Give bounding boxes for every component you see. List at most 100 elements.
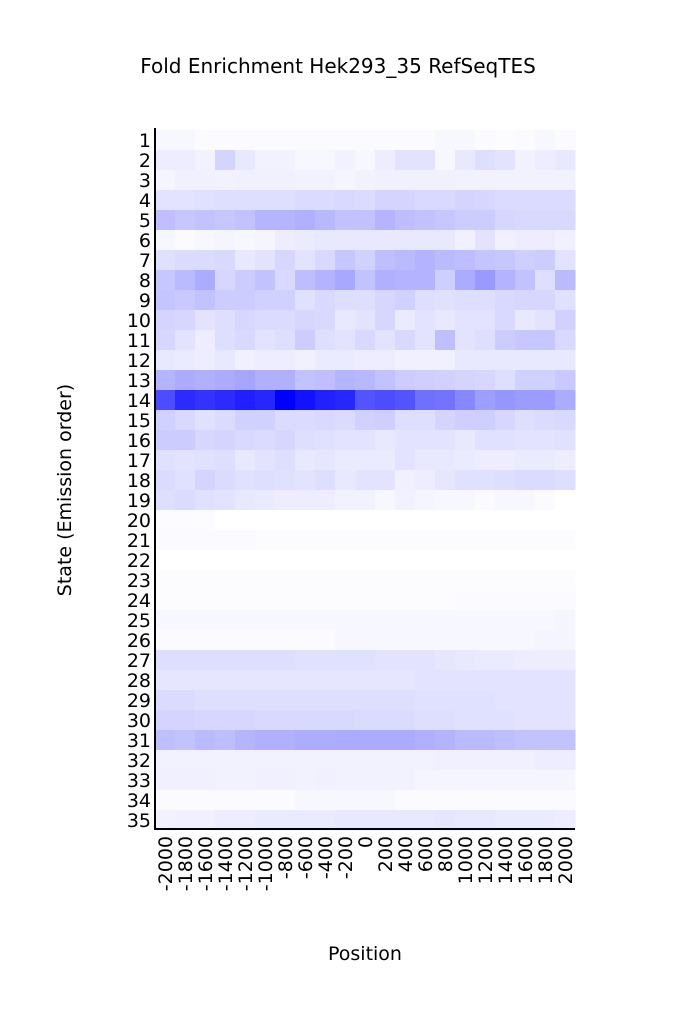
heatmap-cell (555, 370, 576, 391)
heatmap-cell (435, 350, 456, 371)
heatmap-cell (215, 370, 236, 391)
heatmap-cell (515, 750, 536, 771)
y-tick-label: 17 (127, 450, 151, 472)
heatmap-cell (175, 310, 196, 331)
heatmap-cell (515, 650, 536, 671)
heatmap-cell (155, 630, 176, 651)
heatmap-cell (155, 810, 176, 831)
heatmap-cell (295, 410, 316, 431)
heatmap-cell (555, 450, 576, 471)
heatmap-cell (315, 350, 336, 371)
y-tick-label: 21 (127, 530, 151, 552)
heatmap-cell (215, 210, 236, 231)
heatmap-cell (535, 730, 556, 751)
heatmap-cell (435, 390, 456, 411)
heatmap-cell (535, 670, 556, 691)
heatmap-cell (335, 610, 356, 631)
heatmap-cell (395, 590, 416, 611)
heatmap-cell (275, 750, 296, 771)
heatmap-cell (215, 670, 236, 691)
heatmap-cell (455, 330, 476, 351)
y-tick-label: 33 (127, 770, 151, 792)
heatmap-cell (315, 490, 336, 511)
heatmap-cell (215, 590, 236, 611)
heatmap-cell (315, 570, 336, 591)
heatmap-cell (215, 350, 236, 371)
heatmap-cell (375, 210, 396, 231)
heatmap-cell (235, 270, 256, 291)
heatmap-cell (175, 650, 196, 671)
heatmap-cell (355, 150, 376, 171)
heatmap-cell (475, 210, 496, 231)
y-tick-label: 22 (127, 550, 151, 572)
heatmap-cell (355, 190, 376, 211)
y-tick-label: 4 (139, 190, 151, 212)
x-tick-label: 1000 (455, 836, 477, 884)
heatmap-cell (215, 410, 236, 431)
heatmap-cell (355, 490, 376, 511)
heatmap-cell (415, 330, 436, 351)
heatmap-cell (315, 290, 336, 311)
heatmap-cell (435, 270, 456, 291)
heatmap-cell (155, 610, 176, 631)
heatmap-cell (275, 450, 296, 471)
heatmap-cell (275, 170, 296, 191)
heatmap-cell (475, 350, 496, 371)
heatmap-cell (555, 490, 576, 511)
heatmap-cell (255, 330, 276, 351)
heatmap-cell (215, 810, 236, 831)
heatmap-cell (375, 730, 396, 751)
heatmap-cell (535, 230, 556, 251)
x-tick-label: -1400 (215, 836, 237, 891)
heatmap-cell (215, 790, 236, 811)
heatmap-cell (495, 530, 516, 551)
y-tick-labels: 1234567891011121314151617181920212223242… (127, 130, 151, 832)
heatmap-cell (355, 410, 376, 431)
heatmap-cell (455, 610, 476, 631)
heatmap-cell (235, 590, 256, 611)
y-tick-label: 32 (127, 750, 151, 772)
heatmap-cell (335, 730, 356, 751)
heatmap-cell (235, 670, 256, 691)
heatmap-cell (235, 490, 256, 511)
heatmap-cell (315, 590, 336, 611)
heatmap-cell (215, 270, 236, 291)
heatmap-cell (395, 250, 416, 271)
heatmap-cell (155, 430, 176, 451)
heatmap-cell (555, 650, 576, 671)
heatmap-cell (515, 170, 536, 191)
heatmap-cell (415, 230, 436, 251)
heatmap-cell (555, 190, 576, 211)
heatmap-cell (255, 630, 276, 651)
heatmap-cell (315, 210, 336, 231)
heatmap-cell (355, 270, 376, 291)
heatmap-cell (555, 550, 576, 571)
heatmap-cell (355, 650, 376, 671)
heatmap-cell (355, 430, 376, 451)
heatmap-cell (295, 790, 316, 811)
x-tick-label: -1600 (195, 836, 217, 891)
heatmap-cell (535, 430, 556, 451)
heatmap-cell (495, 670, 516, 691)
heatmap-cell (175, 190, 196, 211)
heatmap-cell (215, 250, 236, 271)
heatmap-cell (435, 650, 456, 671)
heatmap-cell (175, 230, 196, 251)
heatmap-cell (355, 810, 376, 831)
y-tick-label: 19 (127, 490, 151, 512)
heatmap-cell (335, 530, 356, 551)
heatmap-cell (195, 170, 216, 191)
heatmap-cell (495, 510, 516, 531)
heatmap-cell (275, 570, 296, 591)
heatmap-cell (455, 210, 476, 231)
heatmap-cell (455, 410, 476, 431)
heatmap-cell (475, 730, 496, 751)
heatmap-cell (395, 410, 416, 431)
heatmap-cell (415, 150, 436, 171)
heatmap-cell (335, 810, 356, 831)
heatmap-cell (515, 270, 536, 291)
heatmap-cell (255, 530, 276, 551)
heatmap-cell (515, 670, 536, 691)
heatmap-cell (275, 190, 296, 211)
heatmap-cells (155, 130, 576, 831)
